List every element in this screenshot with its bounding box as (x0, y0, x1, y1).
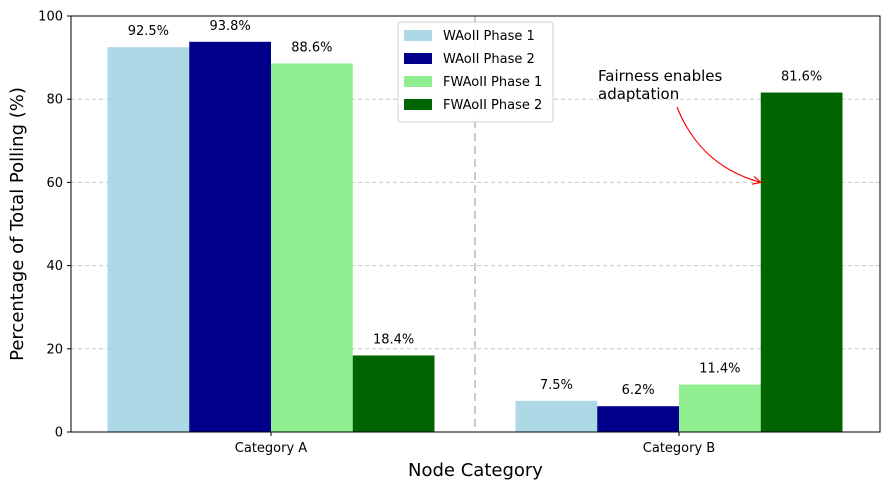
bar (597, 406, 679, 432)
bar (679, 384, 761, 432)
y-tick-label: 20 (46, 342, 63, 357)
data-label: 7.5% (540, 378, 573, 393)
annotation-arrow (676, 106, 761, 182)
plot-frame (70, 15, 881, 433)
legend-label: WAoII Phase 2 (443, 52, 535, 67)
bar (760, 92, 843, 432)
data-label: 92.5% (128, 24, 169, 39)
data-label: 81.6% (781, 70, 822, 85)
data-label: 6.2% (622, 383, 655, 398)
y-tick-label: 100 (38, 10, 63, 25)
data-labels: 92.5% 7.5% 93.8% 6.2% 88.6% 11.4% 18.4% 81.6% (128, 19, 823, 398)
legend-label: WAoII Phase 1 (443, 29, 535, 44)
bar (189, 41, 271, 433)
bar (271, 63, 353, 432)
x-tick-label: Category B (643, 441, 715, 456)
y-tick-label: 0 (55, 426, 63, 441)
x-tick-label: Category A (235, 441, 308, 456)
data-label: 93.8% (209, 19, 250, 34)
legend-swatch (404, 30, 432, 41)
bar (515, 400, 598, 432)
annotation-text-line-2: adaptation (598, 85, 679, 103)
y-axis-label: Percentage of Total Polling (%) (7, 87, 28, 361)
legend-label: FWAoII Phase 2 (443, 98, 542, 113)
legend-swatch (404, 53, 432, 64)
y-axis: 0 20 40 60 80 100 (38, 10, 71, 441)
annotation: Fairness enables adaptation (598, 67, 761, 182)
annotation-text-line-1: Fairness enables (598, 67, 722, 85)
x-axis-label: Node Category (408, 460, 543, 481)
legend-swatch (404, 76, 432, 87)
data-label: 18.4% (373, 332, 414, 347)
legend-swatch (404, 99, 432, 110)
legend-label: FWAoII Phase 1 (443, 75, 542, 90)
bar (352, 355, 435, 432)
bar (107, 47, 190, 432)
y-tick-label: 60 (46, 176, 63, 191)
bars (107, 41, 843, 433)
legend: WAoII Phase 1 WAoII Phase 2 FWAoII Phase 1… (397, 21, 554, 123)
data-label: 88.6% (291, 40, 332, 55)
x-axis: Category A Category B (235, 432, 715, 456)
data-label: 11.4% (699, 362, 740, 377)
y-tick-label: 40 (46, 259, 63, 274)
y-tick-label: 80 (46, 93, 63, 108)
legend-box (397, 21, 554, 123)
